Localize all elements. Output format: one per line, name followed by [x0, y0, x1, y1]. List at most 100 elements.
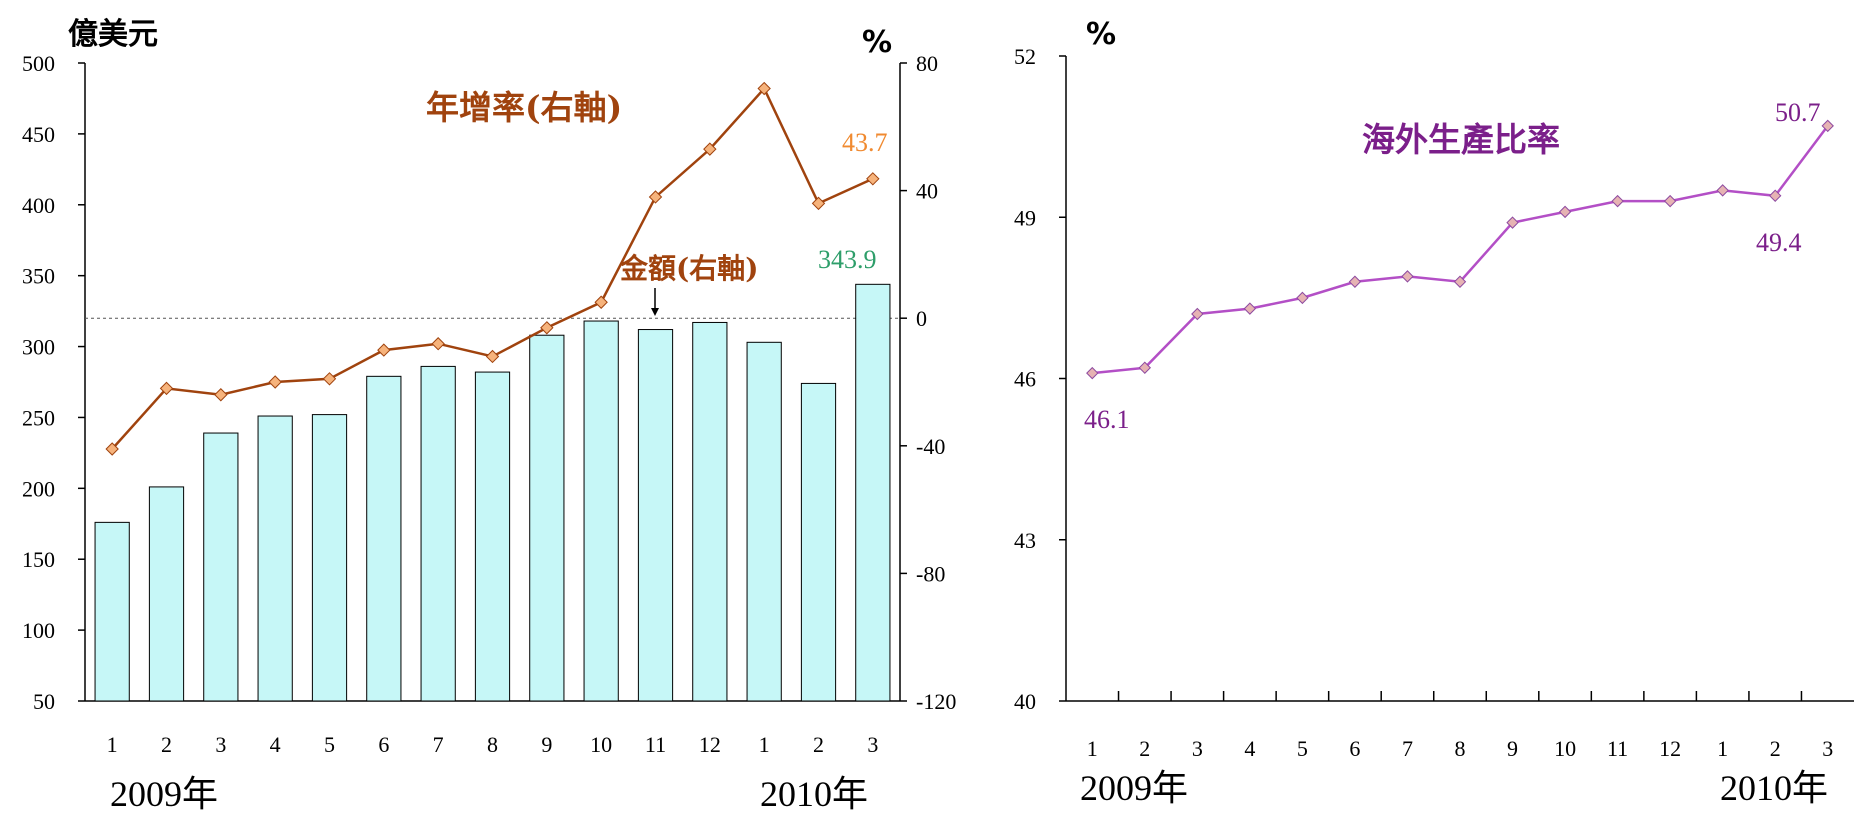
ratio-point: [1716, 184, 1729, 197]
left-x-tick-label: 1: [107, 732, 118, 757]
ratio-point: [1243, 302, 1257, 315]
amount-bar: [94, 521, 130, 702]
ratio-x-tick-label: 10: [1554, 736, 1576, 761]
amount-bars: [94, 283, 891, 702]
ratio-point: [1611, 194, 1624, 208]
left-year-label-2009: 2009年: [110, 774, 218, 813]
growth-point: [757, 81, 771, 96]
growth-point: [594, 295, 608, 309]
ratio-y-tick-label: 43: [1014, 528, 1036, 553]
ratio-point: [1453, 275, 1467, 288]
amount-bar: [366, 375, 402, 702]
left-y-tick-label: 400: [22, 193, 55, 218]
left-x-tick-label: 10: [590, 732, 612, 757]
right-y-tick-label: -80: [916, 561, 945, 586]
amount-bar: [583, 320, 619, 702]
left-x-tick-label: 3: [867, 732, 878, 757]
amount-bar: [203, 432, 239, 702]
ratio-point: [1506, 216, 1519, 229]
ratio-last-value-label: 50.7: [1775, 98, 1821, 127]
left-x-tick-label: 12: [699, 732, 721, 757]
ratio-x-tick-label: 2: [1139, 736, 1150, 761]
right-year-label-2009: 2009年: [1080, 768, 1188, 808]
growth-point: [105, 442, 119, 456]
ratio-x-tick-label: 1: [1087, 736, 1098, 761]
ratio-y-tick-label: 52: [1014, 44, 1036, 69]
right-chart-axes: [1059, 55, 1854, 702]
ratio-x-tick-label: 11: [1607, 736, 1628, 761]
left-x-tick-label: 4: [270, 732, 281, 757]
ratio-y-tick-label: 49: [1014, 205, 1036, 230]
amount-bar: [529, 334, 565, 702]
growth-point: [377, 343, 391, 357]
ratio-point: [1348, 275, 1362, 288]
left-x-tick-label: 2: [161, 732, 172, 757]
ratio-point: [1138, 361, 1152, 374]
ratio-x-tick-label: 6: [1349, 736, 1360, 761]
right-chart-unit: %: [1086, 17, 1116, 52]
growth-point: [159, 381, 174, 396]
ratio-x-tick-label: 3: [1192, 736, 1203, 761]
amount-last-value-label: 343.9: [818, 245, 877, 274]
ratio-point: [1296, 291, 1309, 305]
left-y-tick-label: 250: [22, 405, 55, 430]
growth-point: [322, 372, 337, 386]
amount-bar: [800, 382, 837, 702]
amount-series-label: 金額(右軸): [619, 252, 759, 285]
right-y-tick-label: 40: [916, 179, 938, 204]
growth-line: [105, 81, 880, 456]
ratio-x-tick-label: 2: [1770, 736, 1781, 761]
left-y-tick-label: 450: [22, 122, 55, 147]
growth-point: [648, 190, 663, 204]
left-y-tick-label: 500: [22, 51, 55, 76]
ratio-x-tick-label: 3: [1822, 736, 1833, 761]
growth-point: [540, 321, 554, 335]
amount-bar: [637, 329, 674, 702]
ratio-point: [1558, 205, 1572, 219]
left-x-tick-label: 5: [324, 732, 335, 757]
amount-bar: [148, 486, 185, 702]
growth-point: [268, 375, 282, 389]
right-year-label-2010: 2010年: [1720, 768, 1828, 808]
right-y-tick-label: -120: [916, 689, 956, 714]
ratio-y-tick-label: 40: [1014, 689, 1036, 714]
ratio-first-value-label: 46.1: [1084, 405, 1130, 434]
ratio-point: [1401, 270, 1414, 283]
ratio-x-tick-label: 4: [1244, 736, 1255, 761]
ratio-point: [1191, 307, 1204, 321]
amount-bar: [257, 415, 293, 702]
left-y-tick-label: 350: [22, 264, 55, 289]
ratio-x-tick-label: 9: [1507, 736, 1518, 761]
left-x-tick-label: 6: [378, 732, 389, 757]
ratio-second-last-value-label: 49.4: [1756, 228, 1802, 257]
ratio-x-tick-label: 7: [1402, 736, 1413, 761]
left-y-tick-label: 200: [22, 476, 55, 501]
right-axis-unit: %: [862, 25, 892, 60]
ratio-x-tick-label: 12: [1659, 736, 1681, 761]
overseas-ratio-line: [1086, 119, 1834, 380]
amount-label-arrow-head: [651, 308, 659, 316]
growth-point: [214, 388, 228, 402]
growth-point: [811, 196, 826, 211]
left-x-tick-label: 7: [433, 732, 444, 757]
amount-bar: [311, 414, 348, 702]
left-x-tick-label: 8: [487, 732, 498, 757]
ratio-x-tick-label: 1: [1717, 736, 1728, 761]
amount-bar: [746, 341, 782, 702]
growth-last-value-label: 43.7: [842, 128, 888, 157]
amount-bar: [692, 321, 728, 702]
growth-point: [703, 142, 717, 156]
left-y-tick-label: 50: [33, 689, 55, 714]
ratio-point: [1663, 194, 1677, 208]
left-axis-unit: 億美元: [68, 17, 158, 52]
growth-series-label: 年增率(右軸): [426, 88, 622, 127]
ratio-y-tick-label: 46: [1014, 367, 1036, 392]
left-x-tick-label: 3: [215, 732, 226, 757]
ratio-point: [1086, 366, 1099, 380]
left-year-label-2010: 2010年: [760, 774, 868, 813]
